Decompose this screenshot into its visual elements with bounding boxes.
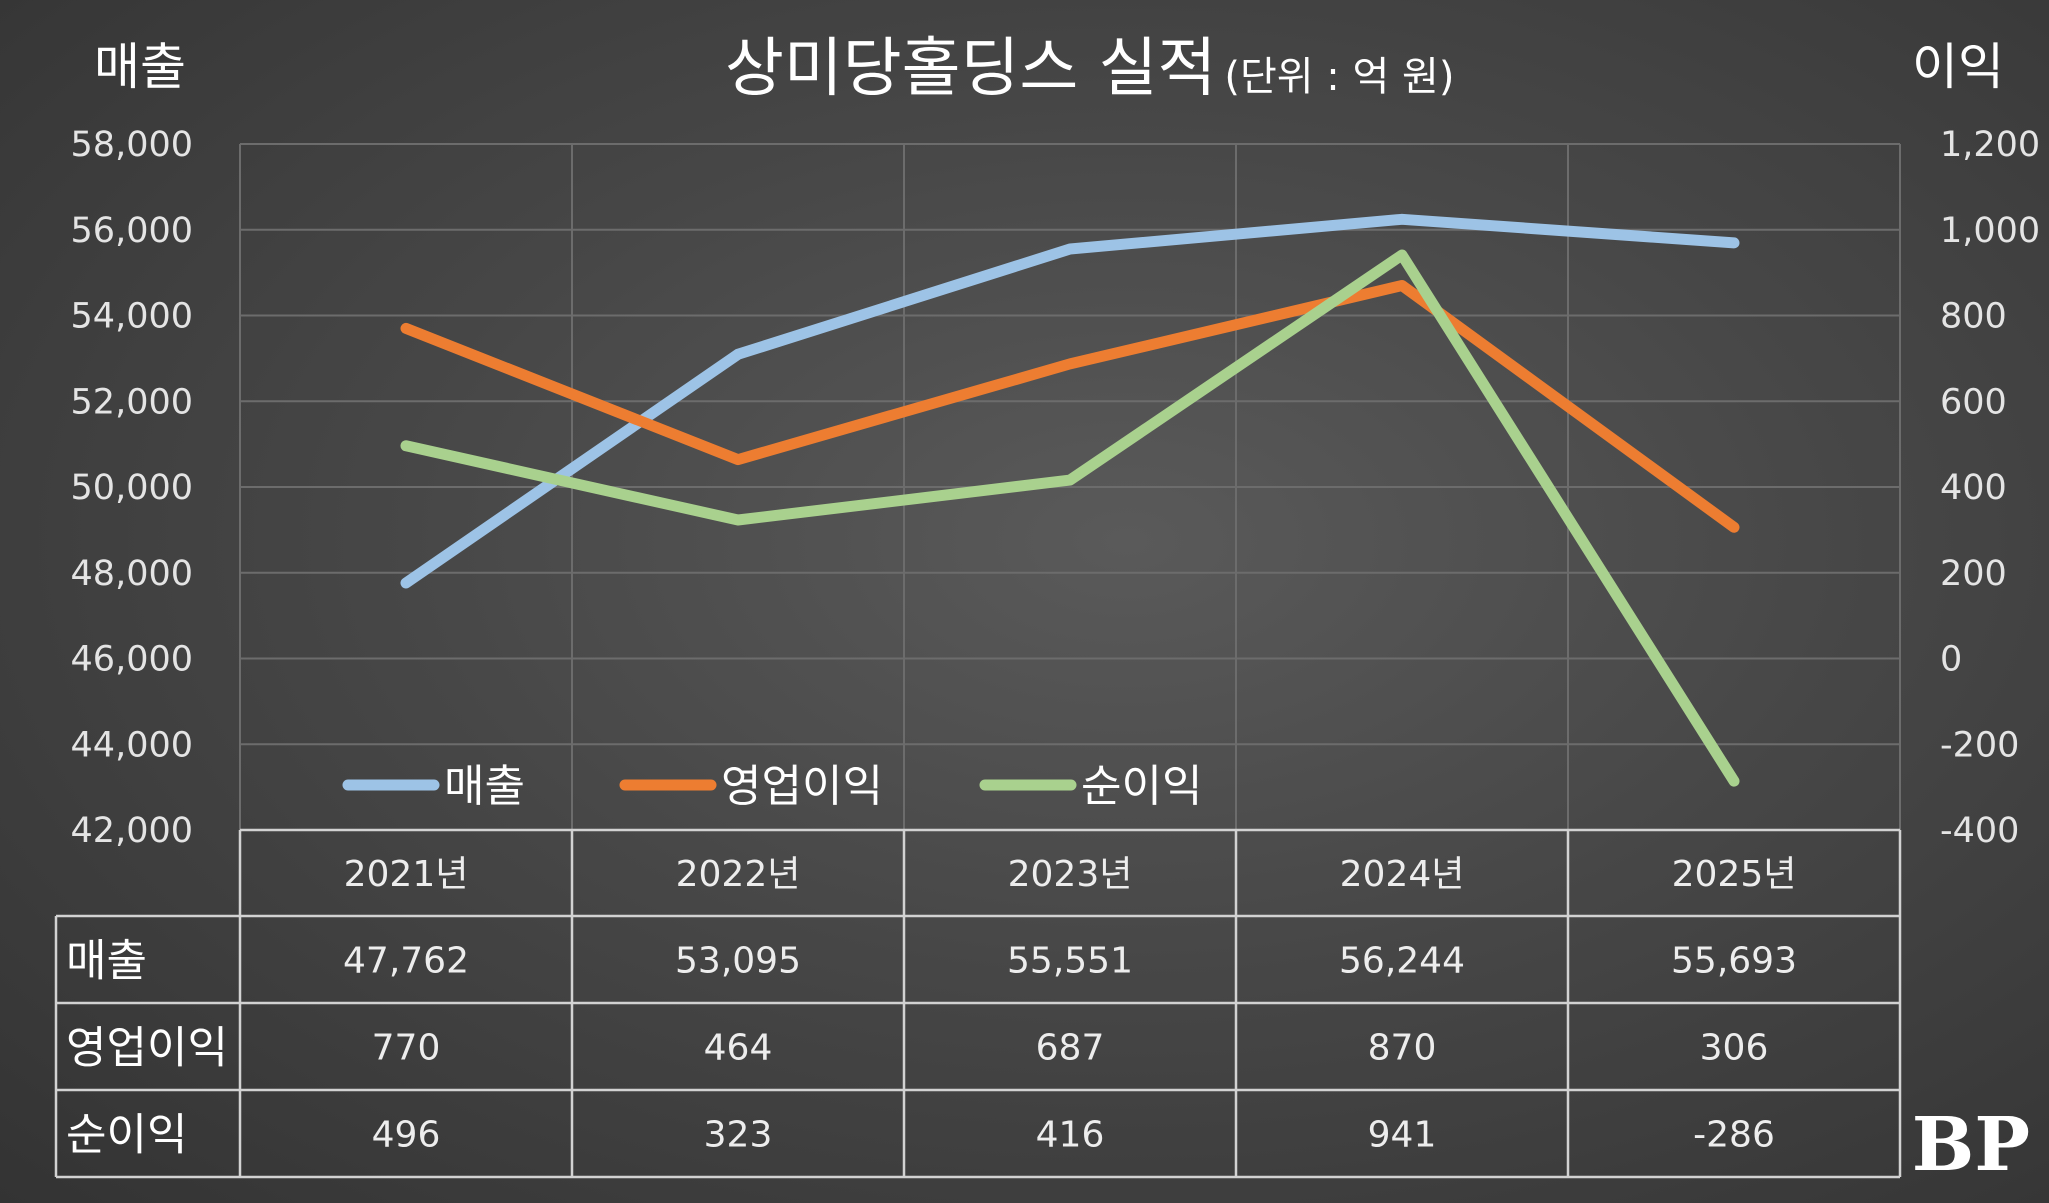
right-tick-label: -400 — [1940, 811, 2019, 851]
table-value-cell: -286 — [1693, 1115, 1775, 1156]
table-row-header: 매출 — [66, 936, 147, 987]
left-tick-label: 52,000 — [71, 382, 193, 422]
table-value-cell: 323 — [704, 1115, 773, 1156]
series-line-영업이익 — [400, 280, 1740, 533]
right-axis-ticks: 1,200 1,000 800 600 400 200 0 -200 -400 — [1940, 125, 2040, 851]
table-value-cell: 306 — [1700, 1028, 1769, 1069]
legend: 매출 영업이익 순이익 — [342, 761, 1202, 812]
right-tick-label: 600 — [1940, 382, 2007, 422]
left-tick-label: 46,000 — [71, 640, 193, 680]
left-tick-label: 48,000 — [71, 554, 193, 594]
right-tick-label: 0 — [1940, 640, 1962, 680]
series-lines — [400, 213, 1740, 787]
table-row-header: 순이익 — [66, 1110, 187, 1161]
legend-label: 순이익 — [1081, 761, 1202, 812]
table-value-cell: 496 — [372, 1115, 441, 1156]
table-value-cell: 870 — [1368, 1028, 1437, 1069]
table-value-cell: 770 — [372, 1028, 441, 1069]
chart-unit-note: (단위 : 억 원) — [1224, 54, 1454, 100]
table-row-header: 영업이익 — [66, 1023, 228, 1074]
left-axis-ticks: 58,000 56,000 54,000 52,000 50,000 48,000 46,0… — [71, 125, 193, 851]
left-tick-label: 44,000 — [71, 725, 193, 765]
right-tick-label: 1,000 — [1940, 211, 2040, 251]
table-header-cell: 2022년 — [676, 854, 801, 895]
bp-logo: BP — [1912, 1102, 2030, 1188]
right-tick-label: 200 — [1940, 554, 2007, 594]
table-value-cell: 53,095 — [675, 941, 801, 982]
table-header-cell: 2023년 — [1008, 854, 1133, 895]
table-value-cell: 55,551 — [1007, 941, 1133, 982]
table-value-cell: 941 — [1368, 1115, 1437, 1156]
table-value-cell: 464 — [704, 1028, 773, 1069]
table-header-cell: 2021년 — [344, 854, 469, 895]
table-value-cell: 55,693 — [1671, 941, 1797, 982]
left-tick-label: 58,000 — [71, 125, 193, 165]
left-tick-label: 50,000 — [71, 468, 193, 508]
left-tick-label: 42,000 — [71, 811, 193, 851]
chart-title: 상미당홀딩스 실적 — [725, 32, 1216, 106]
table-value-cell: 56,244 — [1339, 941, 1465, 982]
left-tick-label: 54,000 — [71, 297, 193, 337]
legend-label: 영업이익 — [721, 761, 883, 812]
right-tick-label: 400 — [1940, 468, 2007, 508]
left-tick-label: 56,000 — [71, 211, 193, 251]
series-line-순이익 — [400, 249, 1740, 787]
legend-label: 매출 — [444, 761, 525, 812]
left-axis-title: 매출 — [94, 38, 186, 96]
right-tick-label: 800 — [1940, 297, 2007, 337]
right-tick-label: 1,200 — [1940, 125, 2040, 165]
table-header-cell: 2024년 — [1340, 854, 1465, 895]
table-value-cell: 416 — [1036, 1115, 1105, 1156]
table-value-cell: 47,762 — [343, 941, 469, 982]
table-header-cell: 2025년 — [1672, 854, 1797, 895]
series-line-매출 — [400, 213, 1740, 589]
right-axis-title: 이익 — [1912, 38, 2004, 96]
table-value-cell: 687 — [1036, 1028, 1105, 1069]
grid — [239, 143, 1901, 831]
right-tick-label: -200 — [1940, 725, 2019, 765]
